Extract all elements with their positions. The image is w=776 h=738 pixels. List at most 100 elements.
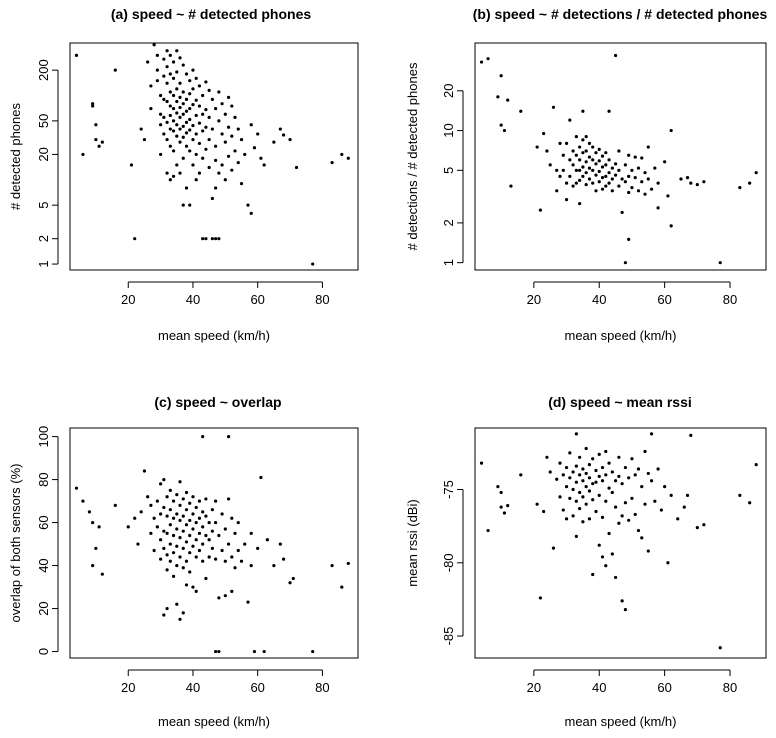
y-axis-label: overlap of both sensors (%): [8, 464, 23, 623]
data-point: [499, 123, 503, 127]
data-point: [178, 503, 182, 507]
data-point: [94, 137, 98, 142]
data-point: [702, 523, 706, 527]
y-tick-label: 20: [36, 601, 51, 615]
data-point: [184, 72, 189, 76]
plot-frame: [69, 427, 359, 659]
data-point: [188, 106, 192, 111]
data-point: [597, 474, 601, 478]
data-point: [613, 162, 618, 166]
data-point: [330, 563, 334, 568]
data-point: [600, 465, 605, 470]
data-point: [564, 484, 569, 489]
x-axis-label: mean speed (km/h): [565, 714, 677, 729]
chart-title: (a) speed ~ # detected phones: [111, 6, 312, 22]
data-point: [479, 60, 484, 64]
data-point: [171, 574, 176, 578]
y-tick-label: 2: [36, 235, 51, 242]
data-point: [201, 129, 205, 133]
data-point: [181, 546, 185, 550]
data-point: [214, 186, 218, 190]
data-point: [620, 177, 624, 181]
data-point: [217, 533, 221, 538]
data-point: [252, 146, 257, 150]
data-point: [636, 166, 641, 170]
data-point: [214, 520, 218, 525]
data-point: [748, 501, 752, 505]
data-point: [617, 168, 621, 172]
data-point: [535, 502, 539, 506]
data-point: [191, 495, 195, 499]
data-point: [217, 649, 221, 654]
data-point: [689, 433, 693, 437]
data-point: [162, 505, 166, 510]
data-point: [168, 488, 172, 492]
data-point: [623, 163, 628, 167]
x-tick-label: 20: [121, 680, 135, 695]
data-point: [201, 93, 205, 98]
x-tick-label: 60: [657, 292, 671, 307]
x-axis-label: mean speed (km/h): [158, 714, 270, 729]
y-axis-label: # detections / # detected phones: [405, 62, 420, 250]
data-point: [188, 533, 192, 538]
data-point: [581, 495, 585, 499]
data-point: [633, 176, 637, 180]
chart-title: (c) speed ~ overlap: [154, 394, 281, 410]
x-tick-label: 20: [527, 292, 541, 307]
data-point: [204, 147, 208, 151]
data-point: [181, 156, 185, 160]
data-point: [178, 81, 182, 85]
data-point: [578, 490, 582, 495]
data-point: [171, 119, 176, 123]
data-point: [168, 559, 172, 563]
data-point: [249, 531, 253, 535]
data-point: [561, 153, 565, 157]
data-point: [548, 470, 552, 474]
plot-frame: [474, 427, 767, 659]
data-point: [230, 516, 234, 520]
data-point: [578, 178, 582, 182]
data-point: [695, 182, 699, 187]
data-point: [568, 118, 572, 122]
data-point: [165, 81, 169, 85]
data-point: [184, 508, 189, 512]
data-point: [168, 127, 172, 131]
data-point: [226, 95, 231, 99]
data-point: [178, 171, 182, 175]
data-point: [555, 477, 559, 481]
data-point: [646, 549, 650, 553]
data-point: [610, 490, 614, 495]
data-point: [574, 480, 578, 484]
data-point: [175, 111, 179, 115]
data-point: [184, 97, 189, 101]
data-point: [578, 168, 582, 172]
plot-frame: [474, 42, 767, 271]
data-point: [175, 512, 179, 516]
data-point: [551, 105, 556, 109]
data-point: [604, 184, 608, 188]
data-point: [113, 68, 117, 72]
data-point: [584, 471, 588, 476]
data-point: [223, 140, 227, 144]
x-tick-label: 40: [592, 292, 606, 307]
data-point: [223, 559, 227, 563]
data-point: [165, 137, 169, 142]
data-point: [594, 468, 598, 473]
data-point: [620, 599, 624, 603]
data-point: [571, 149, 575, 153]
data-point: [100, 572, 104, 576]
data-point: [133, 237, 137, 241]
data-point: [243, 542, 247, 546]
data-point: [139, 510, 143, 514]
data-point: [159, 112, 163, 116]
data-point: [188, 570, 192, 574]
data-point: [249, 563, 253, 568]
data-point: [178, 140, 182, 144]
data-point: [499, 490, 503, 495]
plot-frame: [69, 42, 359, 271]
data-point: [214, 649, 218, 654]
data-point: [548, 163, 552, 167]
data-point: [587, 476, 592, 480]
y-tick-label: 60: [36, 515, 51, 529]
data-point: [152, 516, 156, 520]
